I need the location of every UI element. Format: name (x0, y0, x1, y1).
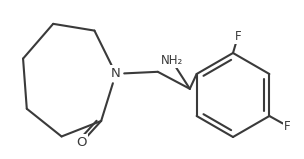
Text: F: F (284, 120, 291, 132)
Text: NH₂: NH₂ (161, 54, 183, 67)
Text: O: O (76, 136, 86, 149)
Text: N: N (111, 67, 121, 80)
Text: F: F (235, 30, 241, 42)
